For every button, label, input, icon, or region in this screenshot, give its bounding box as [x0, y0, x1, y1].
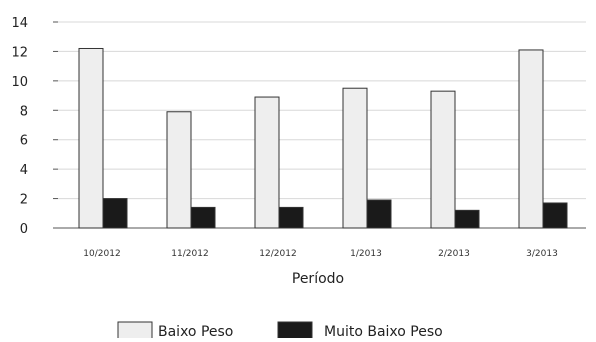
gridlines: [58, 21, 586, 229]
bar-baixo-peso: [78, 47, 104, 229]
bar-baixo-peso: [342, 87, 368, 229]
legend-label: Muito Baixo Peso: [324, 324, 443, 338]
bar-muito-baixo-peso: [190, 206, 216, 229]
legend-swatch: [277, 321, 313, 341]
legend-swatch: [117, 321, 153, 341]
bar-muito-baixo-peso: [102, 198, 128, 229]
bar-baixo-peso: [254, 96, 280, 229]
legend: Baixo Peso Muito Baixo Peso: [117, 321, 443, 341]
bar-baixo-peso: [518, 49, 544, 229]
y-tick-label: 8: [20, 104, 28, 119]
y-tick-label: 10: [11, 75, 28, 90]
bar-muito-baixo-peso: [542, 202, 568, 229]
x-tick-label: 11/2012: [171, 249, 208, 259]
y-tick-label: 0: [20, 222, 28, 237]
x-tick-label: 3/2013: [526, 249, 558, 259]
x-tick-label: 10/2012: [83, 249, 120, 259]
legend-label: Baixo Peso: [158, 324, 233, 338]
y-tick-label: 2: [20, 193, 28, 208]
x-axis-title: Período: [292, 271, 344, 287]
bar-baixo-peso: [166, 111, 192, 229]
y-tick-label: 4: [20, 163, 28, 178]
bar-muito-baixo-peso: [454, 209, 480, 229]
y-tick-label: 6: [20, 134, 28, 149]
x-tick-label: 12/2012: [259, 249, 296, 259]
bars: [78, 47, 568, 229]
bar-muito-baixo-peso: [366, 199, 392, 229]
y-tick-label: 12: [11, 45, 28, 60]
bar-muito-baixo-peso: [278, 206, 304, 229]
x-axis: 10/2012 11/2012 12/2012 1/2013 2/2013 3/2013: [83, 249, 558, 259]
bar-baixo-peso: [430, 90, 456, 229]
x-tick-label: 1/2013: [350, 249, 382, 259]
y-tick-label: 14: [11, 16, 28, 31]
y-axis: 0 2 4 6 8 10 12 14: [11, 16, 58, 237]
x-tick-label: 2/2013: [438, 249, 470, 259]
